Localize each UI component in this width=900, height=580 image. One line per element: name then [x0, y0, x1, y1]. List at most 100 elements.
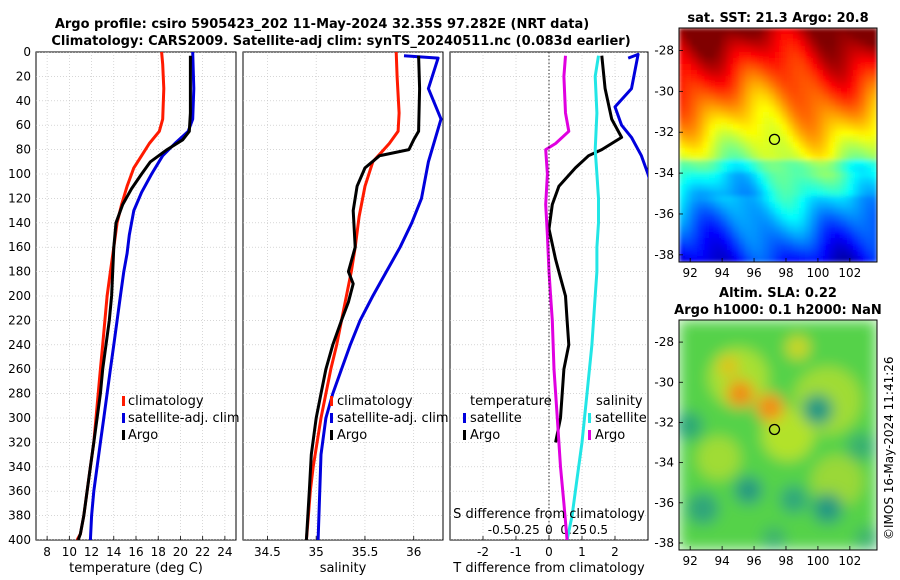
sst-cell: [823, 154, 830, 161]
sst-cell: [685, 202, 692, 209]
sst-cell: [691, 184, 698, 191]
sla-blob: [779, 485, 808, 514]
sst-cell: [847, 82, 854, 89]
sst-cell: [745, 94, 752, 101]
sst-cell: [859, 34, 866, 41]
sst-cell: [775, 112, 782, 119]
sst-cell: [817, 46, 824, 53]
sst-cell: [691, 250, 698, 257]
sst-cell: [679, 106, 686, 113]
sst-cell: [763, 70, 770, 77]
sst-cell: [811, 46, 818, 53]
sst-cell: [721, 112, 728, 119]
sst-cell: [853, 154, 860, 161]
x-tick-label: 16: [128, 545, 143, 559]
sst-cell: [799, 238, 806, 245]
sst-cell: [823, 202, 830, 209]
sst-cell: [835, 220, 842, 227]
figure-title-line1: Argo profile: csiro 5905423_202 11-May-2…: [55, 17, 589, 32]
sst-cell: [793, 28, 800, 35]
sst-cell: [781, 52, 788, 59]
sst-cell: [865, 34, 872, 41]
sst-cell: [829, 166, 836, 173]
sst-cell: [679, 76, 686, 83]
sst-cell: [709, 106, 716, 113]
sst-cell: [733, 46, 740, 53]
sst-cell: [733, 100, 740, 107]
sst-cell: [799, 178, 806, 185]
sst-cell: [769, 220, 776, 227]
sst-cell: [739, 226, 746, 233]
sst-cell: [697, 34, 704, 41]
sst-cell: [841, 178, 848, 185]
sst-cell: [811, 172, 818, 179]
sst-cell: [775, 232, 782, 239]
sst-cell: [709, 52, 716, 59]
sst-cell: [853, 256, 860, 262]
sst-cell: [799, 70, 806, 77]
sst-cell: [805, 124, 812, 131]
sst-cell: [853, 100, 860, 107]
sst-cell: [793, 208, 800, 215]
sst-cell: [757, 64, 764, 71]
sst-cell: [739, 64, 746, 71]
sst-cell: [733, 52, 740, 59]
sst-cell: [709, 178, 716, 185]
sst-cell: [841, 232, 848, 239]
sst-cell: [769, 190, 776, 197]
sst-cell: [829, 76, 836, 83]
sst-cell: [721, 118, 728, 125]
sla-blob: [733, 386, 748, 401]
sst-cell: [781, 154, 788, 161]
sst-cell: [691, 130, 698, 137]
sst-cell: [805, 256, 812, 262]
sst-cell: [745, 130, 752, 137]
sst-cell: [739, 238, 746, 245]
sst-cell: [733, 244, 740, 251]
sst-cell: [721, 46, 728, 53]
sst-cell: [805, 160, 812, 167]
sst-cell: [865, 106, 872, 113]
sst-cell: [799, 244, 806, 251]
sst-cell: [811, 136, 818, 143]
sst-cell: [727, 94, 734, 101]
sst-cell: [751, 220, 758, 227]
sst-cell: [727, 52, 734, 59]
sst-cell: [871, 70, 877, 77]
sst-cell: [811, 94, 818, 101]
sst-cell: [799, 196, 806, 203]
sst-cell: [859, 232, 866, 239]
sst-cell: [763, 160, 770, 167]
top-tick-label: 0.5: [589, 523, 608, 537]
sst-cell: [841, 154, 848, 161]
sst-cell: [715, 178, 722, 185]
sst-cell: [727, 76, 734, 83]
sst-cell: [715, 124, 722, 131]
sst-cell: [715, 184, 722, 191]
sst-cell: [823, 88, 830, 95]
sst-cell: [679, 64, 686, 71]
sst-cell: [685, 232, 692, 239]
sst-cell: [793, 64, 800, 71]
sla-blob: [762, 526, 787, 550]
sst-cell: [799, 172, 806, 179]
sst-cell: [847, 118, 854, 125]
sst-cell: [811, 232, 818, 239]
sst-cell: [847, 124, 854, 131]
sst-cell: [763, 154, 770, 161]
sst-cell: [829, 196, 836, 203]
sst-cell: [817, 34, 824, 41]
legend-label: satellite-adj. clim: [128, 411, 240, 426]
sst-cell: [697, 40, 704, 47]
sst-cell: [811, 220, 818, 227]
sst-cell: [745, 244, 752, 251]
sst-cell: [805, 112, 812, 119]
sst-cell: [853, 148, 860, 155]
sst-cell: [775, 160, 782, 167]
sst-cell: [793, 88, 800, 95]
sst-cell: [715, 112, 722, 119]
lon-tick-label: 98: [778, 266, 793, 280]
sst-cell: [691, 52, 698, 59]
sst-cell: [829, 202, 836, 209]
sst-cell: [721, 190, 728, 197]
